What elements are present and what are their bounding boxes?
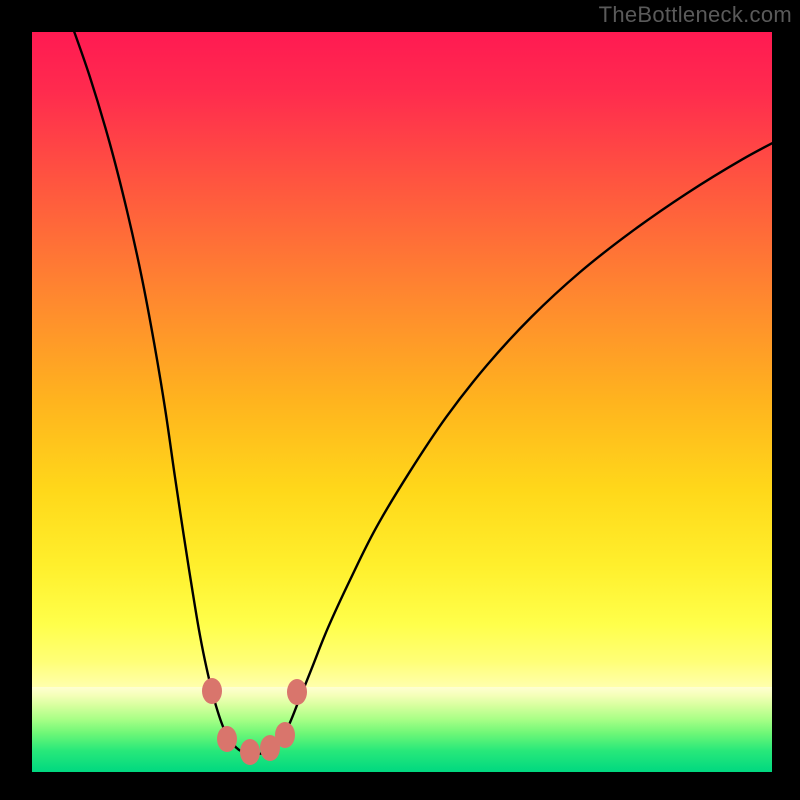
curve-marker bbox=[240, 739, 260, 765]
bottleneck-curve bbox=[32, 32, 772, 772]
curve-marker bbox=[287, 679, 307, 705]
curve-marker bbox=[202, 678, 222, 704]
plot-area bbox=[32, 32, 772, 772]
watermark-text: TheBottleneck.com bbox=[599, 2, 792, 28]
curve-path bbox=[69, 17, 787, 754]
curve-marker bbox=[275, 722, 295, 748]
curve-marker bbox=[217, 726, 237, 752]
